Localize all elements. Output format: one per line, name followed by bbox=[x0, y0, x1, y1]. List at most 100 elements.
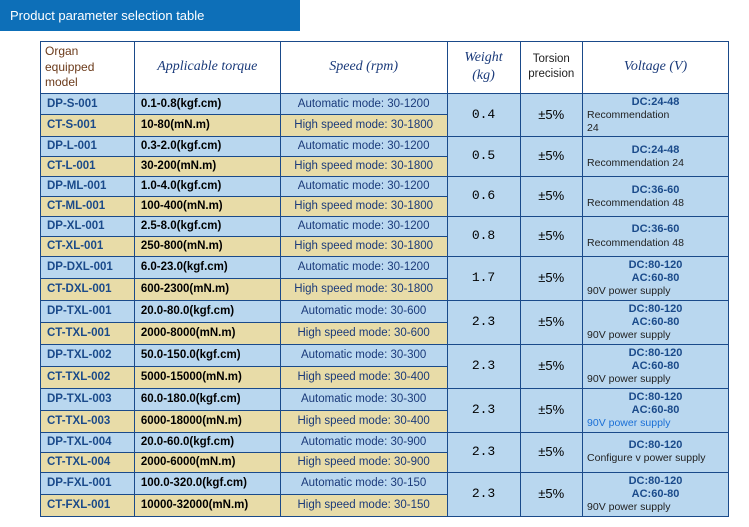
model-cell: DP-ML-001 bbox=[41, 177, 135, 197]
speed-cell: Automatic mode: 30-1200 bbox=[280, 177, 447, 197]
header-row: Organ equipped model Applicable torque S… bbox=[41, 42, 729, 94]
speed-cell: Automatic mode: 30-300 bbox=[280, 388, 447, 410]
table-row: DP-TXL-00250.0-150.0(kgf.cm)Automatic mo… bbox=[41, 344, 729, 366]
weight-cell: 1.7 bbox=[447, 256, 520, 300]
weight-cell: 2.3 bbox=[447, 344, 520, 388]
voltage-cell: DC:36-60Recommendation 48 bbox=[583, 177, 729, 217]
speed-cell: Automatic mode: 30-600 bbox=[280, 300, 447, 322]
speed-cell: High speed mode: 30-1800 bbox=[280, 196, 447, 216]
speed-cell: High speed mode: 30-1800 bbox=[280, 115, 447, 137]
header-speed: Speed (rpm) bbox=[280, 42, 447, 94]
weight-cell: 0.5 bbox=[447, 137, 520, 177]
parameter-table: Organ equipped model Applicable torque S… bbox=[40, 41, 729, 517]
model-cell: CT-FXL-001 bbox=[41, 494, 135, 516]
table-container: Organ equipped model Applicable torque S… bbox=[0, 31, 749, 527]
table-row: DP-L-0010.3-2.0(kgf.cm)Automatic mode: 3… bbox=[41, 137, 729, 157]
torsion-cell: ±5% bbox=[520, 93, 583, 136]
torque-cell: 5000-15000(mN.m) bbox=[134, 366, 280, 388]
speed-cell: High speed mode: 30-1800 bbox=[280, 278, 447, 300]
speed-cell: High speed mode: 30-600 bbox=[280, 322, 447, 344]
model-cell: DP-TXL-001 bbox=[41, 300, 135, 322]
speed-cell: High speed mode: 30-1800 bbox=[280, 236, 447, 256]
model-cell: DP-TXL-003 bbox=[41, 388, 135, 410]
header-model: Organ equipped model bbox=[41, 42, 135, 94]
weight-cell: 0.6 bbox=[447, 177, 520, 217]
speed-cell: Automatic mode: 30-150 bbox=[280, 472, 447, 494]
voltage-cell: DC:80-120AC:60-8090V power supply bbox=[583, 300, 729, 344]
torque-cell: 2.5-8.0(kgf.cm) bbox=[134, 216, 280, 236]
torsion-cell: ±5% bbox=[520, 472, 583, 516]
torque-cell: 1.0-4.0(kgf.cm) bbox=[134, 177, 280, 197]
torque-cell: 600-2300(mN.m) bbox=[134, 278, 280, 300]
torque-cell: 0.1-0.8(kgf.cm) bbox=[134, 93, 280, 115]
torque-cell: 20.0-60.0(kgf.cm) bbox=[134, 432, 280, 452]
table-row: DP-DXL-0016.0-23.0(kgf.cm)Automatic mode… bbox=[41, 256, 729, 278]
voltage-cell: DC:80-120AC:60-8090V power supply bbox=[583, 256, 729, 300]
table-row: DP-ML-0011.0-4.0(kgf.cm)Automatic mode: … bbox=[41, 177, 729, 197]
speed-cell: Automatic mode: 30-900 bbox=[280, 432, 447, 452]
table-body: DP-S-0010.1-0.8(kgf.cm)Automatic mode: 3… bbox=[41, 93, 729, 516]
torque-cell: 60.0-180.0(kgf.cm) bbox=[134, 388, 280, 410]
header-weight: Weight (kg) bbox=[447, 42, 520, 94]
torque-cell: 0.3-2.0(kgf.cm) bbox=[134, 137, 280, 157]
voltage-cell: DC:24-48Recommendation 24 bbox=[583, 137, 729, 177]
torque-cell: 100-400(mN.m) bbox=[134, 196, 280, 216]
weight-cell: 2.3 bbox=[447, 432, 520, 472]
torque-cell: 6.0-23.0(kgf.cm) bbox=[134, 256, 280, 278]
speed-cell: Automatic mode: 30-1200 bbox=[280, 93, 447, 115]
torsion-cell: ±5% bbox=[520, 216, 583, 256]
torsion-cell: ±5% bbox=[520, 388, 583, 432]
torsion-cell: ±5% bbox=[520, 432, 583, 472]
speed-cell: High speed mode: 30-400 bbox=[280, 410, 447, 432]
torsion-cell: ±5% bbox=[520, 137, 583, 177]
model-cell: CT-TXL-002 bbox=[41, 366, 135, 388]
voltage-cell: DC:80-120AC:60-8090V power supply bbox=[583, 388, 729, 432]
speed-cell: High speed mode: 30-900 bbox=[280, 452, 447, 472]
weight-cell: 2.3 bbox=[447, 300, 520, 344]
voltage-cell: DC:80-120AC:60-8090V power supply bbox=[583, 472, 729, 516]
torsion-cell: ±5% bbox=[520, 256, 583, 300]
torque-cell: 20.0-80.0(kgf.cm) bbox=[134, 300, 280, 322]
model-cell: CT-S-001 bbox=[41, 115, 135, 137]
model-cell: CT-TXL-003 bbox=[41, 410, 135, 432]
torsion-cell: ±5% bbox=[520, 300, 583, 344]
model-cell: CT-ML-001 bbox=[41, 196, 135, 216]
page-title: Product parameter selection table bbox=[0, 0, 300, 31]
model-cell: DP-S-001 bbox=[41, 93, 135, 115]
model-cell: CT-L-001 bbox=[41, 157, 135, 177]
torque-cell: 250-800(mN.m) bbox=[134, 236, 280, 256]
weight-cell: 2.3 bbox=[447, 472, 520, 516]
model-cell: DP-TXL-004 bbox=[41, 432, 135, 452]
model-cell: DP-TXL-002 bbox=[41, 344, 135, 366]
header-voltage: Voltage (V) bbox=[583, 42, 729, 94]
torsion-cell: ±5% bbox=[520, 344, 583, 388]
model-cell: DP-XL-001 bbox=[41, 216, 135, 236]
header-torque: Applicable torque bbox=[134, 42, 280, 94]
voltage-cell: DC:24-48Recommendation24 bbox=[583, 93, 729, 136]
table-row: DP-TXL-00120.0-80.0(kgf.cm)Automatic mod… bbox=[41, 300, 729, 322]
speed-cell: High speed mode: 30-1800 bbox=[280, 157, 447, 177]
torque-cell: 2000-6000(mN.m) bbox=[134, 452, 280, 472]
table-row: DP-TXL-00360.0-180.0(kgf.cm)Automatic mo… bbox=[41, 388, 729, 410]
speed-cell: Automatic mode: 30-1200 bbox=[280, 137, 447, 157]
model-cell: DP-DXL-001 bbox=[41, 256, 135, 278]
table-row: DP-S-0010.1-0.8(kgf.cm)Automatic mode: 3… bbox=[41, 93, 729, 115]
model-cell: DP-L-001 bbox=[41, 137, 135, 157]
speed-cell: High speed mode: 30-150 bbox=[280, 494, 447, 516]
model-cell: CT-XL-001 bbox=[41, 236, 135, 256]
torque-cell: 10000-32000(mN.m) bbox=[134, 494, 280, 516]
model-cell: CT-DXL-001 bbox=[41, 278, 135, 300]
weight-cell: 0.8 bbox=[447, 216, 520, 256]
speed-cell: Automatic mode: 30-1200 bbox=[280, 256, 447, 278]
torque-cell: 100.0-320.0(kgf.cm) bbox=[134, 472, 280, 494]
voltage-cell: DC:80-120AC:60-8090V power supply bbox=[583, 344, 729, 388]
header-torsion: Torsion precision bbox=[520, 42, 583, 94]
table-row: DP-TXL-00420.0-60.0(kgf.cm)Automatic mod… bbox=[41, 432, 729, 452]
torsion-cell: ±5% bbox=[520, 177, 583, 217]
model-cell: CT-TXL-001 bbox=[41, 322, 135, 344]
model-cell: CT-TXL-004 bbox=[41, 452, 135, 472]
speed-cell: High speed mode: 30-400 bbox=[280, 366, 447, 388]
torque-cell: 2000-8000(mN.m) bbox=[134, 322, 280, 344]
speed-cell: Automatic mode: 30-1200 bbox=[280, 216, 447, 236]
torque-cell: 10-80(mN.m) bbox=[134, 115, 280, 137]
